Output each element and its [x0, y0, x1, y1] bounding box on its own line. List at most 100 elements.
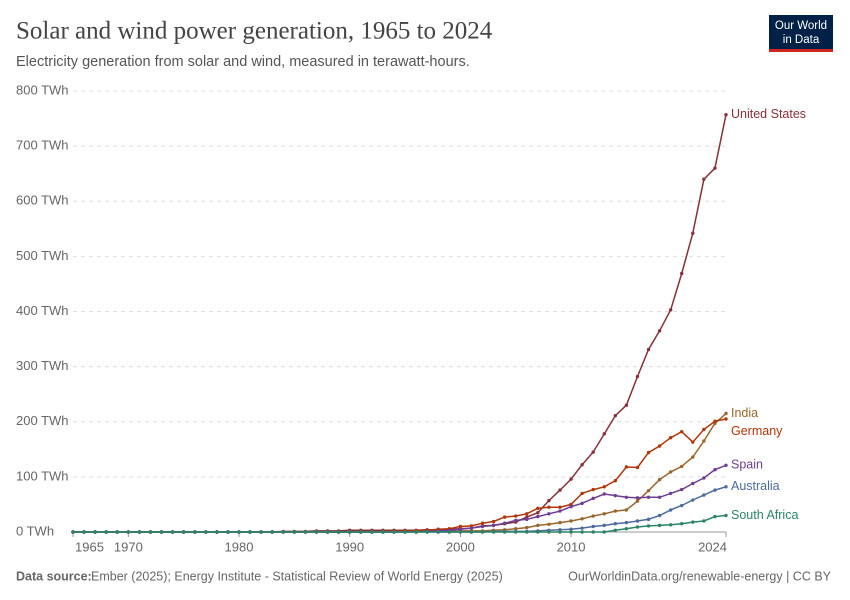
point: [458, 530, 463, 534]
point: [691, 455, 695, 459]
point: [502, 530, 507, 534]
point: [514, 514, 518, 518]
point: [514, 530, 518, 534]
point: [547, 530, 551, 534]
series: [71, 485, 728, 534]
point: [668, 436, 673, 440]
point: [270, 530, 274, 534]
logo-text: Our World: [775, 20, 827, 32]
point: [702, 439, 706, 443]
y-tick-label: 700 TWh: [16, 138, 69, 153]
point: [204, 530, 208, 534]
y-tick-label: 0 TWh: [16, 523, 54, 538]
point: [569, 530, 573, 534]
point: [624, 403, 629, 407]
point: [547, 512, 551, 516]
point: [591, 450, 595, 454]
point: [314, 530, 319, 534]
line: [73, 514, 727, 533]
x-tick-label: 2000: [446, 539, 475, 554]
point: [724, 417, 728, 421]
footer-url: OurWorldinData.org/renewable-energy | CC…: [568, 569, 832, 583]
point: [702, 427, 706, 432]
point: [591, 496, 595, 501]
point: [558, 505, 562, 509]
point: [646, 450, 651, 455]
point: [713, 166, 717, 170]
line: [73, 418, 727, 533]
legend-label: Germany: [731, 424, 783, 438]
point: [668, 491, 673, 496]
x-tick-label: 1965: [75, 539, 104, 554]
point: [646, 488, 651, 493]
point: [657, 477, 662, 482]
point: [691, 481, 695, 486]
point: [713, 419, 717, 423]
point: [602, 530, 606, 534]
point: [613, 493, 618, 498]
line: [73, 114, 727, 533]
legend-label: United States: [731, 107, 806, 121]
point: [724, 411, 728, 416]
y-tick-label: 400 TWh: [16, 303, 69, 318]
point: [602, 512, 606, 516]
point: [691, 440, 695, 444]
point: [458, 527, 463, 531]
series: [71, 417, 728, 534]
point: [491, 523, 496, 528]
point: [436, 530, 440, 534]
point: [403, 530, 407, 534]
y-tick-label: 800 TWh: [16, 82, 69, 97]
point: [602, 492, 606, 496]
y-tick-label: 600 TWh: [16, 193, 69, 208]
point: [680, 429, 684, 434]
point: [71, 530, 75, 534]
point: [569, 504, 573, 509]
point: [646, 524, 651, 528]
x-tick-label: 1970: [114, 539, 143, 554]
point: [536, 506, 540, 510]
legend-label: Australia: [731, 479, 780, 493]
point: [480, 521, 485, 525]
legend-label: India: [731, 406, 758, 420]
point: [702, 177, 706, 181]
series: [71, 113, 728, 534]
legend-label: South Africa: [731, 508, 798, 522]
point: [613, 413, 618, 418]
point: [668, 508, 673, 512]
point: [668, 523, 673, 527]
point: [215, 530, 219, 534]
point: [591, 487, 595, 492]
point: [724, 463, 728, 467]
point: [580, 491, 584, 496]
point: [624, 495, 629, 499]
point: [469, 526, 474, 530]
point: [668, 308, 673, 312]
x-tick-label: 2024: [698, 539, 727, 554]
legend-label: Spain: [731, 458, 763, 472]
point: [480, 530, 485, 534]
point: [181, 530, 186, 534]
point: [569, 519, 573, 523]
point: [635, 374, 640, 379]
point: [292, 530, 297, 534]
point: [702, 493, 706, 497]
logo: Our World in Data: [769, 15, 833, 52]
point: [646, 495, 651, 499]
point: [536, 530, 540, 534]
point: [657, 495, 662, 499]
point: [613, 509, 618, 513]
y-tick-label: 500 TWh: [16, 248, 69, 263]
point: [248, 530, 252, 534]
point: [635, 525, 640, 529]
point: [104, 530, 108, 534]
point: [491, 519, 496, 524]
logo-box: [769, 15, 833, 49]
y-tick-label: 100 TWh: [16, 468, 69, 483]
point: [580, 517, 584, 521]
point: [458, 524, 463, 529]
point: [691, 231, 695, 235]
logo-text: in Data: [783, 34, 820, 46]
point: [591, 530, 595, 534]
